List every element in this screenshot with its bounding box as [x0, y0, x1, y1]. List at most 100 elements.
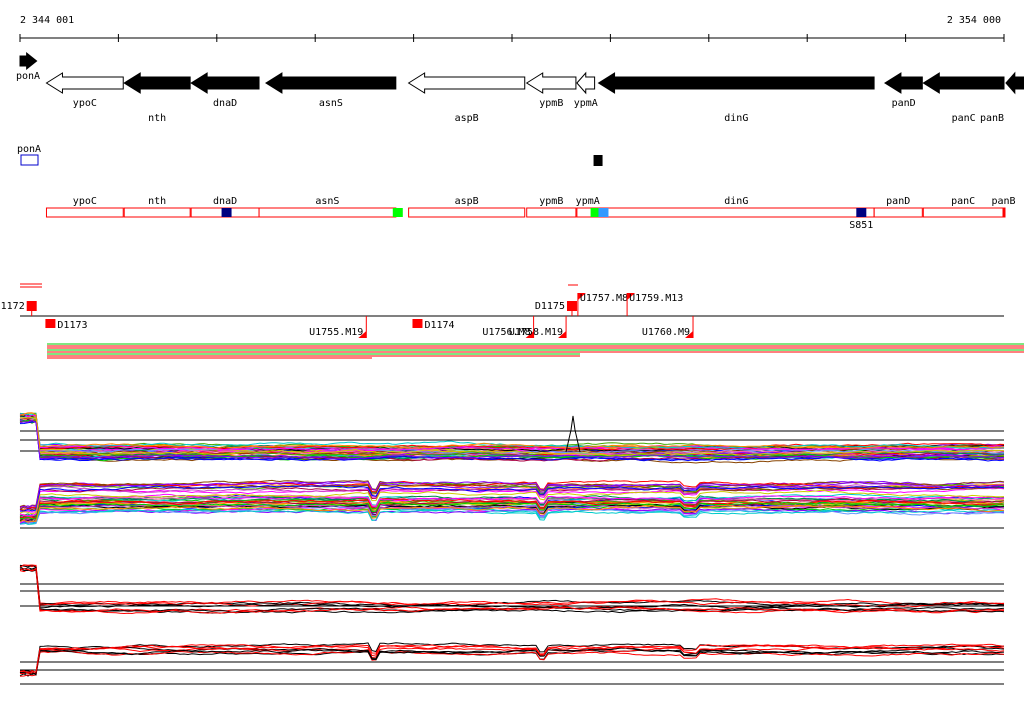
annotation-label-panD: panD — [886, 196, 910, 207]
gene-panC-label: panC — [952, 113, 976, 124]
annotation-mark — [392, 208, 403, 217]
feature-U1759.M13-label: U1759.M13 — [629, 293, 683, 304]
panel1-lower-series-line — [19, 481, 1005, 509]
panel2-upper-series-line — [19, 564, 1005, 608]
panel1-lower-series-line — [20, 485, 1005, 512]
annotation-mark — [221, 208, 232, 217]
panel1-upper-series-line — [19, 417, 1005, 457]
feature-D1174-label: D1174 — [424, 320, 454, 331]
gene-ypmA-label: ypmA — [574, 98, 598, 109]
panel2-lower-series-line — [19, 650, 1005, 677]
feature-D1173-label: D1173 — [57, 320, 87, 331]
annotation-label-ypoC: ypoC — [73, 196, 97, 207]
ruler-end-label: 2 354 000 — [947, 15, 1001, 26]
feature-U1756.M8-flag — [525, 331, 534, 338]
black-annotation-mark — [593, 155, 603, 166]
annotation-mark — [856, 208, 867, 217]
gene-dnaD-label: dnaD — [213, 98, 237, 109]
annotation-box-nth — [123, 207, 191, 218]
gene-panD-label: panD — [892, 98, 916, 109]
gene-aspB-arrow — [407, 72, 526, 94]
expression-profile-panel-1 — [19, 412, 1005, 529]
gene-asnS-label: asnS — [319, 98, 343, 109]
panel1-upper-series-line — [19, 412, 1005, 449]
gene-asnS-arrow — [264, 72, 397, 94]
annotation-label-ypmB: ypmB — [539, 196, 563, 207]
gene-panC-arrow — [922, 72, 1005, 94]
gene-ypoC-arrow — [45, 72, 124, 94]
annotation-label-panC: panC — [951, 196, 975, 207]
feature-U1756.M8-label: U1756.M8 — [482, 327, 530, 338]
annotation-label-panB: panB — [991, 196, 1015, 207]
annotation-box-panC — [922, 207, 1004, 218]
panel2-lower-series-line — [20, 647, 1005, 676]
feature-U1758.M19-label: U1758.M19 — [509, 327, 563, 338]
gene-ponA-label: ponA — [16, 71, 40, 82]
feature-track: D1172 D1173 U1755.M19 D1174 U1756.M8U1758.M1… — [0, 283, 1004, 338]
gene-ypoC-label: ypoC — [73, 98, 97, 109]
annotation-box-panD — [873, 207, 923, 218]
ponA-annotation-box — [20, 154, 39, 166]
panel1-lower-series-line — [19, 494, 1005, 517]
feature-U1759.M13-flag — [627, 293, 636, 300]
annotation-label-dnaD: dnaD — [213, 196, 237, 207]
annotation-mark — [598, 208, 609, 217]
panel1-upper-series-line — [19, 419, 1005, 460]
coverage-lines-track — [47, 343, 1024, 359]
annotation-box-asnS — [258, 207, 397, 218]
feature-U1757.M8-flag — [577, 293, 586, 300]
panel2-upper-series-line — [19, 566, 1005, 610]
feature-D1173-mark — [45, 319, 56, 328]
panel2-lower-series-line — [19, 644, 1005, 674]
gene-nth-label: nth — [148, 113, 166, 124]
feature-D1174-mark — [412, 319, 423, 328]
panel2-upper-series-line — [19, 567, 1004, 614]
gene-panB-arrow — [1005, 71, 1024, 95]
coordinate-ruler: 2 344 001 2 354 000 — [19, 15, 1005, 42]
gene-track: ponA ypoC nth dnaD asnS aspB ypmB ypmA dinG panD p… — [16, 51, 1024, 124]
annotation-box-dinG — [598, 207, 875, 218]
ruler-ticks — [19, 34, 1005, 42]
annotation-box-aspB — [408, 207, 526, 218]
annotation-box-panB — [1003, 207, 1006, 218]
feature-U1755.M19-flag — [358, 331, 367, 338]
feature-U1760.M9-flag — [685, 331, 694, 338]
panel1-lower-series-line — [19, 489, 1005, 515]
gene-panD-arrow — [883, 72, 923, 94]
annotation-label-dinG: dinG — [724, 196, 748, 207]
panel1-lower-series-line — [19, 504, 1005, 523]
feature-D1172-label: D1172 — [0, 301, 25, 312]
feature-D1172-mark — [26, 301, 37, 311]
panel2-lower-series-line — [19, 643, 1005, 674]
feature-U1760.M9-label: U1760.M9 — [642, 327, 690, 338]
annotation-box-ypmB — [526, 207, 577, 218]
panel1-lower-series-line — [19, 493, 1005, 517]
panel1-lower-series-line — [19, 498, 1005, 520]
gene-dnaD-arrow — [190, 72, 260, 94]
panel1-lower-series-line — [19, 501, 1005, 520]
panel1-lower-series-line — [19, 487, 1005, 513]
annotation-track: ponA ypoC nth dnaD asnS aspB ypmB ypmA dinG panD p… — [17, 144, 1016, 231]
gene-nth-arrow — [123, 72, 191, 94]
gene-ypmB-label: ypmB — [539, 98, 563, 109]
panel2-upper-series-line — [19, 568, 1005, 614]
feature-U1755.M19-label: U1755.M19 — [309, 327, 363, 338]
feature-U1758.M19-flag — [558, 331, 567, 338]
panel1-lower-series-line — [19, 483, 1005, 511]
panel1-upper-series-line — [19, 415, 1005, 455]
annotation-label-ypmA: ypmA — [576, 196, 600, 207]
panel1-lower-series-line — [19, 497, 1005, 520]
ruler-start-label: 2 344 001 — [20, 15, 74, 26]
annotation-mark — [590, 208, 601, 217]
ponA-annotation-label: ponA — [17, 144, 41, 155]
annotation-label-aspB: aspB — [455, 196, 479, 207]
gene-panB-label: panB — [980, 113, 1004, 124]
gene-aspB-label: aspB — [455, 113, 479, 124]
gene-ponA-arrow — [19, 51, 38, 71]
feature-D1175-label: D1175 — [535, 301, 565, 312]
annotation-mark-label-S851: S851 — [849, 220, 873, 231]
panel1-lower-series-line — [19, 505, 1005, 525]
panel1-upper-series-line — [20, 413, 1005, 449]
